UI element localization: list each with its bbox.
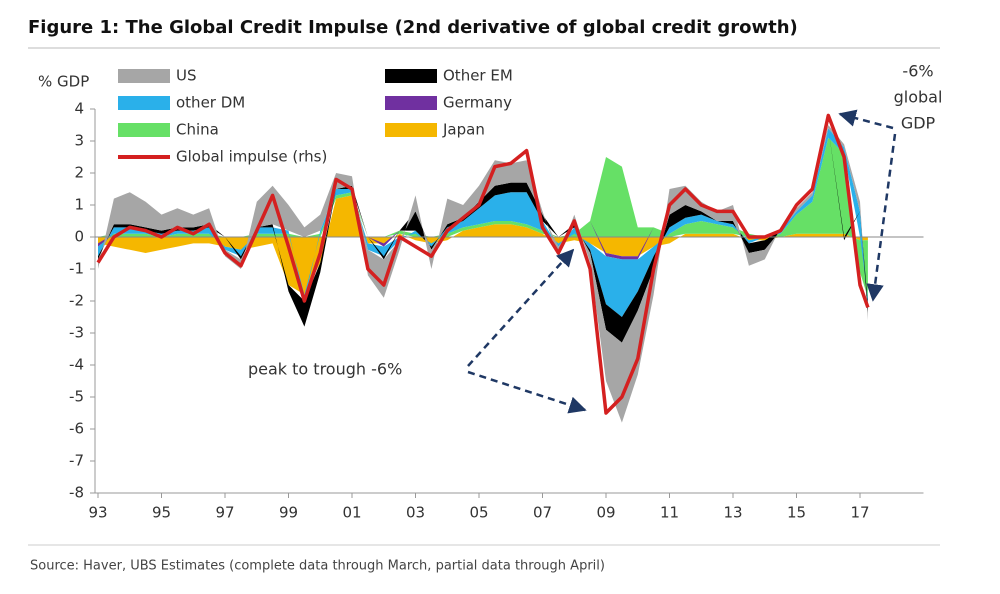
y-tick-label: -2 (69, 292, 84, 310)
plot-area: 4 3 2 1 0 -1 -2 -3 -4 -5 -6 -7 -893 95 97 99 01 03 05 07 09 1… (69, 100, 924, 522)
legend-label: China (176, 121, 219, 139)
legend-label: other DM (176, 94, 245, 112)
arrow (866, 133, 897, 302)
legend-label: Germany (443, 94, 512, 112)
x-tick-label: 07 (533, 504, 552, 522)
legend-label: Other EM (443, 67, 513, 85)
area (98, 195, 868, 295)
y-tick-label: -8 (69, 484, 84, 502)
annotations: -6% global GDP peak to trough -6% (248, 62, 943, 414)
x-tick-label: 05 (469, 504, 488, 522)
x-tick-label: 95 (152, 504, 171, 522)
annotation: GDP (901, 114, 936, 133)
x-tick-label: 93 (88, 504, 107, 522)
legend-swatch (118, 69, 170, 83)
area (98, 128, 868, 343)
y-tick-label: 4 (74, 100, 84, 118)
legend-swatch (118, 96, 170, 110)
legend-swatch (385, 123, 437, 137)
y-tick-label: -4 (69, 356, 84, 374)
y-tick-label: 0 (74, 228, 84, 246)
x-tick-label: 01 (342, 504, 361, 522)
x-tick-label: 17 (850, 504, 869, 522)
legend-label: Global impulse (rhs) (176, 148, 327, 166)
y-tick-label: -5 (69, 388, 84, 406)
annotation: -6% (902, 62, 933, 81)
x-tick-label: 11 (660, 504, 679, 522)
legend: US Other EM other DM Germany China Japan Globa… (118, 67, 513, 166)
x-tick-label: 09 (596, 504, 615, 522)
line (96, 113, 870, 415)
annotation: global (894, 88, 943, 107)
chart-title: Figure 1: The Global Credit Impulse (2nd… (28, 17, 798, 38)
x-tick-label: 13 (723, 504, 742, 522)
y-tick-label: 2 (74, 164, 84, 182)
legend-swatch (385, 96, 437, 110)
y-tick-label: 1 (74, 196, 84, 214)
arrow (467, 370, 587, 414)
arrow (467, 248, 575, 367)
y-tick-label: -6 (69, 420, 84, 438)
x-tick-label: 97 (215, 504, 234, 522)
legend-label: Japan (442, 121, 485, 139)
arrow (838, 109, 894, 130)
y-tick-label: -7 (69, 452, 84, 470)
y-tick-label: 3 (74, 132, 84, 150)
y-tick-label: -1 (69, 260, 84, 278)
annotation: peak to trough -6% (248, 360, 402, 379)
legend-label: US (176, 67, 197, 85)
area (98, 128, 868, 317)
x-tick-label: 99 (279, 504, 298, 522)
y-axis-label: % GDP (38, 73, 89, 91)
legend-swatch (385, 69, 437, 83)
x-tick-label: 15 (787, 504, 806, 522)
legend-swatch (118, 123, 170, 137)
y-tick-label: -3 (69, 324, 84, 342)
x-tick-label: 03 (406, 504, 425, 522)
source-note: Source: Haver, UBS Estimates (complete d… (30, 559, 605, 574)
